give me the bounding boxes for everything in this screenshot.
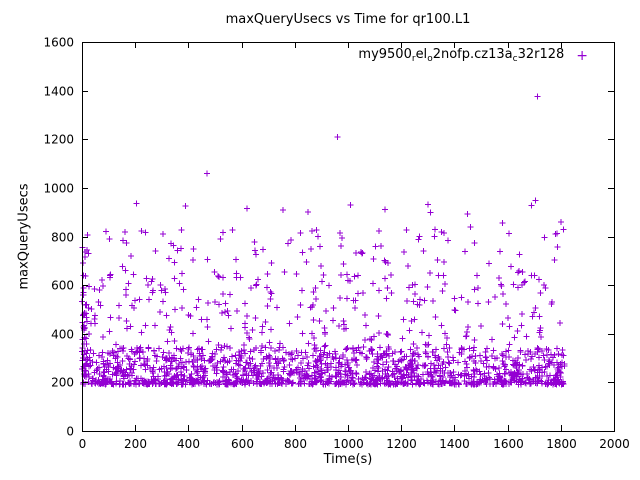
x-tick-label: 400 [177,437,200,451]
y-axis-label: maxQueryUsecs [16,183,32,290]
legend-label-subscript: r [411,54,416,64]
y-tick-label: 800 [51,231,74,245]
y-tick-label: 1600 [43,36,74,50]
y-tick-label: 1400 [43,85,74,99]
y-tick-label: 400 [51,328,74,342]
x-ticks: 0 200 400 600 800 1000 1200 1400 1600 1800 2000 [79,42,630,451]
y-tick-label: 1000 [43,182,74,196]
y-tick-label: 0 [66,425,74,439]
y-tick-label: 600 [51,279,74,293]
y-tick-label: 200 [51,376,74,390]
x-tick-label: 1400 [439,437,470,451]
legend-label-text: 2nofp.cz13a [432,47,513,62]
x-axis-label: Time(s) [323,452,373,467]
legend-series-marker-icon: + [576,47,588,64]
y-tick-label: 1200 [43,133,74,147]
legend-label-text: my9500 [358,47,412,62]
x-tick-label: 800 [284,437,307,451]
x-tick-label: 1000 [333,437,364,451]
x-tick-label: 600 [231,437,254,451]
x-tick-label: 1600 [493,437,524,451]
legend-label-subscript: o [427,54,433,64]
x-tick-label: 2000 [599,437,630,451]
x-tick-label: 1800 [546,437,577,451]
x-tick-label: 0 [79,437,87,451]
x-tick-label: 1200 [386,437,417,451]
legend-label-subscript: c [512,54,518,64]
data-points [79,93,568,388]
legend: my9500relo2nofp.cz13ac32r128 + [358,47,588,64]
legend-label: my9500relo2nofp.cz13ac32r128 [358,47,564,64]
x-tick-label: 200 [124,437,147,451]
legend-label-text: 32r128 [517,47,565,62]
plot-border [82,42,615,432]
legend-label-text: el [415,47,428,62]
chart-title: maxQueryUsecs vs Time for qr100.L1 [225,12,471,27]
